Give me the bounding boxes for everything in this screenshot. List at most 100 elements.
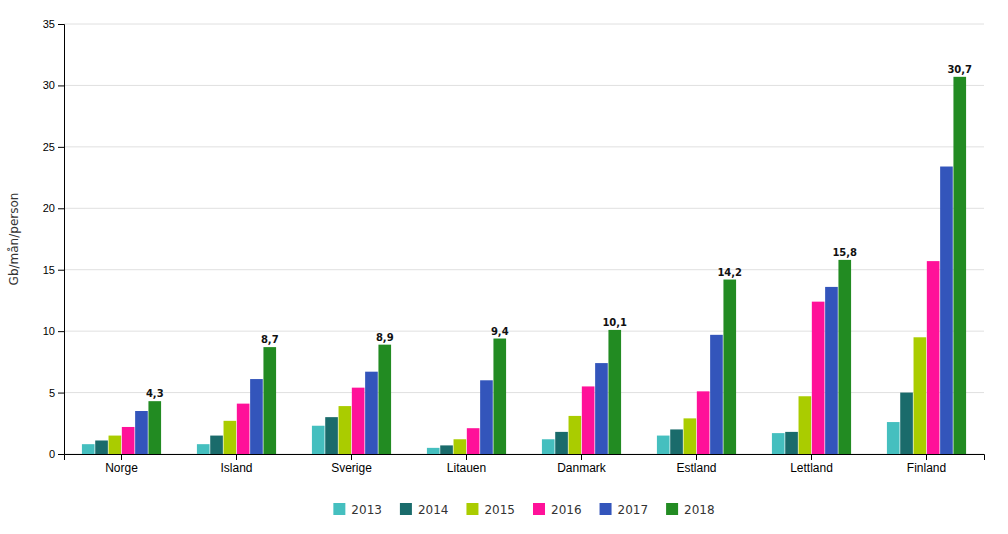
tick: 10 (43, 325, 64, 337)
bar (493, 339, 506, 454)
tick-label: 35 (43, 18, 55, 30)
legend-item: 2016 (533, 503, 582, 517)
tick-label: Norge (105, 461, 138, 475)
legend-label: 2016 (551, 503, 582, 517)
data-label: 4,3 (146, 388, 164, 399)
tick-label: 10 (43, 325, 55, 337)
bar (812, 302, 825, 454)
grid-line (64, 208, 984, 209)
data-label: 10,1 (602, 317, 627, 328)
bar (608, 330, 621, 454)
grid-line (64, 85, 984, 86)
tick: 35 (43, 18, 64, 30)
bar (582, 386, 595, 454)
grid (64, 24, 984, 454)
bar (723, 280, 736, 454)
tick: Litauen (447, 454, 486, 475)
data-label: 8,7 (261, 334, 279, 345)
series (148, 77, 966, 454)
axis-line (65, 455, 985, 461)
tick-label: Finland (907, 461, 946, 475)
bar (148, 401, 161, 454)
x-axis: NorgeIslandSverigeLitauenDanmarkEstlandL… (65, 454, 985, 475)
bar (325, 417, 338, 454)
legend-item: 2017 (600, 503, 649, 517)
bar (224, 421, 237, 454)
bar (480, 380, 493, 454)
legend-swatch (533, 503, 545, 515)
tick-label: Danmark (557, 461, 607, 475)
legend-swatch (333, 503, 345, 515)
bar (237, 404, 250, 454)
series (135, 167, 953, 454)
tick-mark (466, 454, 467, 460)
tick-label: 30 (43, 79, 55, 91)
bar (365, 372, 378, 454)
legend-label: 2013 (351, 503, 382, 517)
tick: Lettland (790, 454, 833, 475)
tick-mark (58, 147, 64, 148)
bar (440, 445, 453, 454)
legend-label: 2014 (418, 503, 449, 517)
grid-line (64, 24, 984, 25)
bar (887, 422, 900, 454)
bar (95, 440, 108, 454)
tick: Danmark (557, 454, 607, 475)
data-label: 14,2 (717, 267, 742, 278)
bar (82, 444, 95, 454)
tick: 25 (43, 141, 64, 153)
bar (684, 418, 697, 454)
tick-mark (581, 454, 582, 460)
tick-label: 25 (43, 141, 55, 153)
tick-mark (811, 454, 812, 460)
bar (135, 411, 148, 454)
bar (927, 261, 940, 454)
legend-item: 2013 (333, 503, 382, 517)
bar (657, 436, 670, 454)
bar (940, 167, 953, 454)
tick-mark (926, 454, 927, 460)
tick-label: 0 (49, 448, 55, 460)
bar (378, 345, 391, 454)
tick-label: Estland (676, 461, 716, 475)
axis-line (58, 25, 65, 455)
legend-swatch (666, 503, 678, 515)
tick-label: 15 (43, 264, 55, 276)
plot: 05101520253035NorgeIslandSverigeLitauenD… (43, 18, 985, 475)
tick-mark (58, 331, 64, 332)
tick-label: Litauen (447, 461, 486, 475)
tick-label: 5 (49, 387, 55, 399)
bar (595, 363, 608, 454)
tick-label: 20 (43, 202, 55, 214)
legend: 201320142015201620172018 (333, 503, 714, 517)
bar (312, 426, 325, 454)
tick: 15 (43, 264, 64, 276)
bar (569, 416, 582, 454)
tick: 0 (49, 448, 64, 460)
bar (555, 432, 568, 454)
tick-label: Island (220, 461, 252, 475)
tick: 20 (43, 202, 64, 214)
tick-mark (58, 24, 64, 25)
tick: 30 (43, 79, 64, 91)
tick-mark (58, 454, 64, 455)
series (122, 261, 940, 454)
data-label: 8,9 (376, 332, 394, 343)
bar (785, 432, 798, 454)
tick: Finland (907, 454, 946, 475)
tick-label: Lettland (790, 461, 833, 475)
data-label: 9,4 (491, 326, 509, 337)
tick-mark (696, 454, 697, 460)
tick-mark (58, 270, 64, 271)
tick-mark (58, 393, 64, 394)
bars (82, 77, 966, 454)
bar (454, 439, 467, 454)
bar (953, 77, 966, 454)
bar (352, 388, 365, 454)
legend-label: 2018 (684, 503, 715, 517)
bar (772, 433, 785, 454)
legend-swatch (600, 503, 612, 515)
bar (542, 439, 555, 454)
legend-item: 2014 (400, 503, 449, 517)
data-labels: 4,38,78,99,410,114,215,830,7 (146, 64, 972, 399)
